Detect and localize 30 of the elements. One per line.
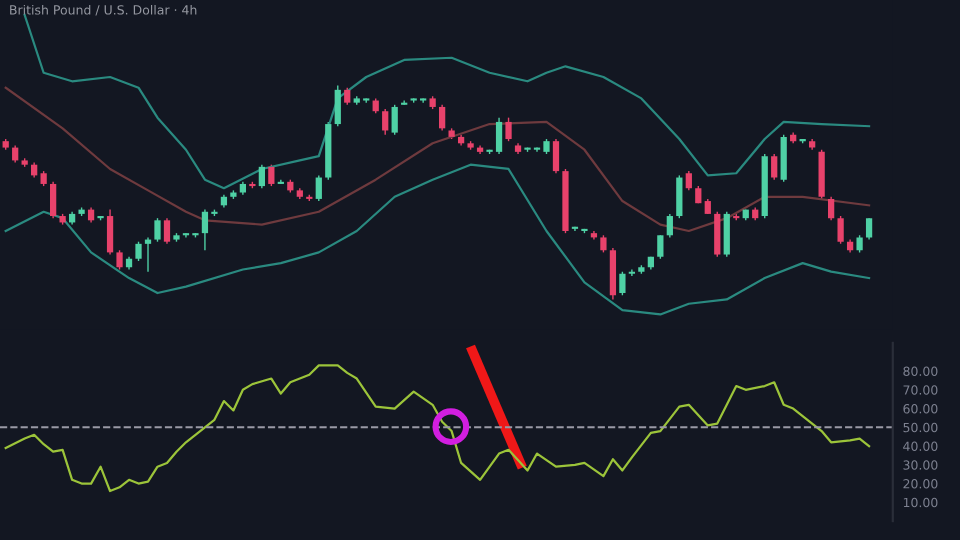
candlestick xyxy=(657,234,664,260)
candlestick xyxy=(865,217,873,241)
candlestick xyxy=(106,208,114,256)
candlestick xyxy=(334,84,341,127)
candlestick xyxy=(666,213,673,239)
candlestick xyxy=(619,270,626,296)
candlestick xyxy=(828,196,835,222)
candlestick xyxy=(771,153,778,181)
candlestick xyxy=(50,181,57,219)
candlestick xyxy=(154,217,161,243)
candlestick xyxy=(818,149,825,200)
candlestick xyxy=(685,170,692,192)
candlestick xyxy=(268,164,275,187)
line-series xyxy=(4,364,871,493)
candlestick xyxy=(163,217,171,245)
candlestick xyxy=(116,249,123,271)
candlestick xyxy=(505,116,512,142)
candlestick xyxy=(552,138,560,174)
candlestick xyxy=(315,174,322,202)
candlestick xyxy=(609,247,617,301)
candlestick xyxy=(714,211,721,258)
candlestick xyxy=(676,174,683,219)
candlestick xyxy=(837,215,844,245)
candlestick xyxy=(439,104,446,132)
candlestick xyxy=(135,241,142,262)
candlestick xyxy=(382,108,389,136)
candlestick xyxy=(780,134,787,183)
candlestick xyxy=(391,104,398,136)
candlestick xyxy=(258,164,265,189)
candlestick xyxy=(723,211,730,258)
